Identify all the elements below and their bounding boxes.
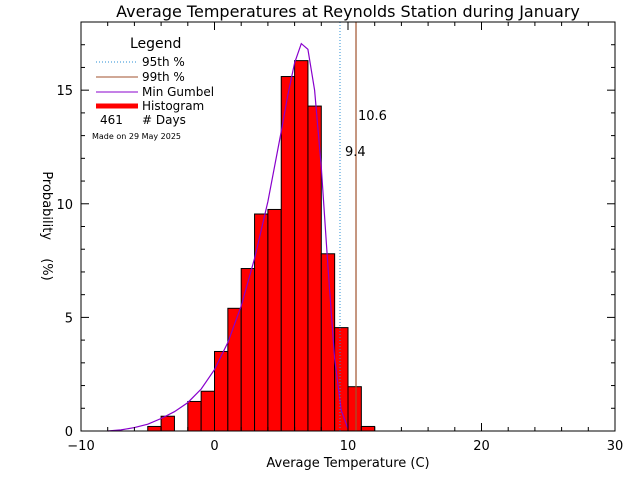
y-tick-label: 10 [56, 198, 73, 213]
histogram-bar [267, 208, 282, 432]
histogram-bar [254, 213, 269, 432]
y-axis-ticks: 0 5 10 15 [56, 21, 615, 440]
p95-label: 9.4 [345, 145, 366, 160]
histogram-bar [187, 400, 202, 432]
legend: Legend 95th % 99th % Min Gumbel Histogra… [92, 36, 214, 141]
histogram-bar [334, 327, 349, 432]
gumbel-curve [107, 42, 349, 432]
y-axis-label-top: Probability [39, 171, 54, 240]
histogram-bar [200, 390, 215, 432]
histogram-bar [147, 425, 162, 432]
histogram-bar [214, 350, 229, 432]
legend-gumbel-text: Min Gumbel [142, 85, 214, 99]
legend-p99-text: 99th % [142, 70, 185, 84]
histogram-bar [227, 307, 242, 432]
y-tick-label: 15 [56, 84, 73, 99]
chart-title: Average Temperatures at Reynolds Station… [116, 2, 580, 21]
legend-title: Legend [130, 36, 181, 52]
x-axis-label: Average Temperature (C) [266, 456, 429, 471]
histogram-bar [294, 60, 309, 432]
y-tick-label: 0 [65, 425, 73, 440]
legend-days-label: # Days [142, 113, 186, 127]
y-tick-label: 5 [65, 311, 73, 326]
legend-days-count: 461 [100, 113, 123, 127]
x-tick-label: 0 [210, 439, 218, 454]
y-axis-label: Probability (%) [39, 171, 54, 280]
x-tick-label: 30 [607, 439, 624, 454]
histogram-bar [360, 425, 376, 432]
legend-histogram-text: Histogram [142, 99, 204, 113]
x-axis-ticks: −10 0 10 20 30 [67, 22, 623, 454]
x-tick-label: 10 [340, 439, 357, 454]
histogram-bar [307, 105, 322, 432]
x-tick-label: −10 [67, 439, 94, 454]
y-axis-label-bottom: (%) [39, 258, 54, 281]
p99-label: 10.6 [358, 109, 387, 124]
made-on-note: Made on 29 May 2025 [92, 132, 181, 141]
legend-p95-text: 95th % [142, 55, 185, 69]
histogram-bar [320, 253, 336, 432]
histogram-bar [280, 76, 296, 432]
x-tick-label: 20 [473, 439, 490, 454]
histogram-bar [160, 415, 175, 432]
histogram-bar [240, 268, 256, 432]
histogram-bars [147, 60, 376, 432]
histogram-bar [347, 386, 362, 432]
